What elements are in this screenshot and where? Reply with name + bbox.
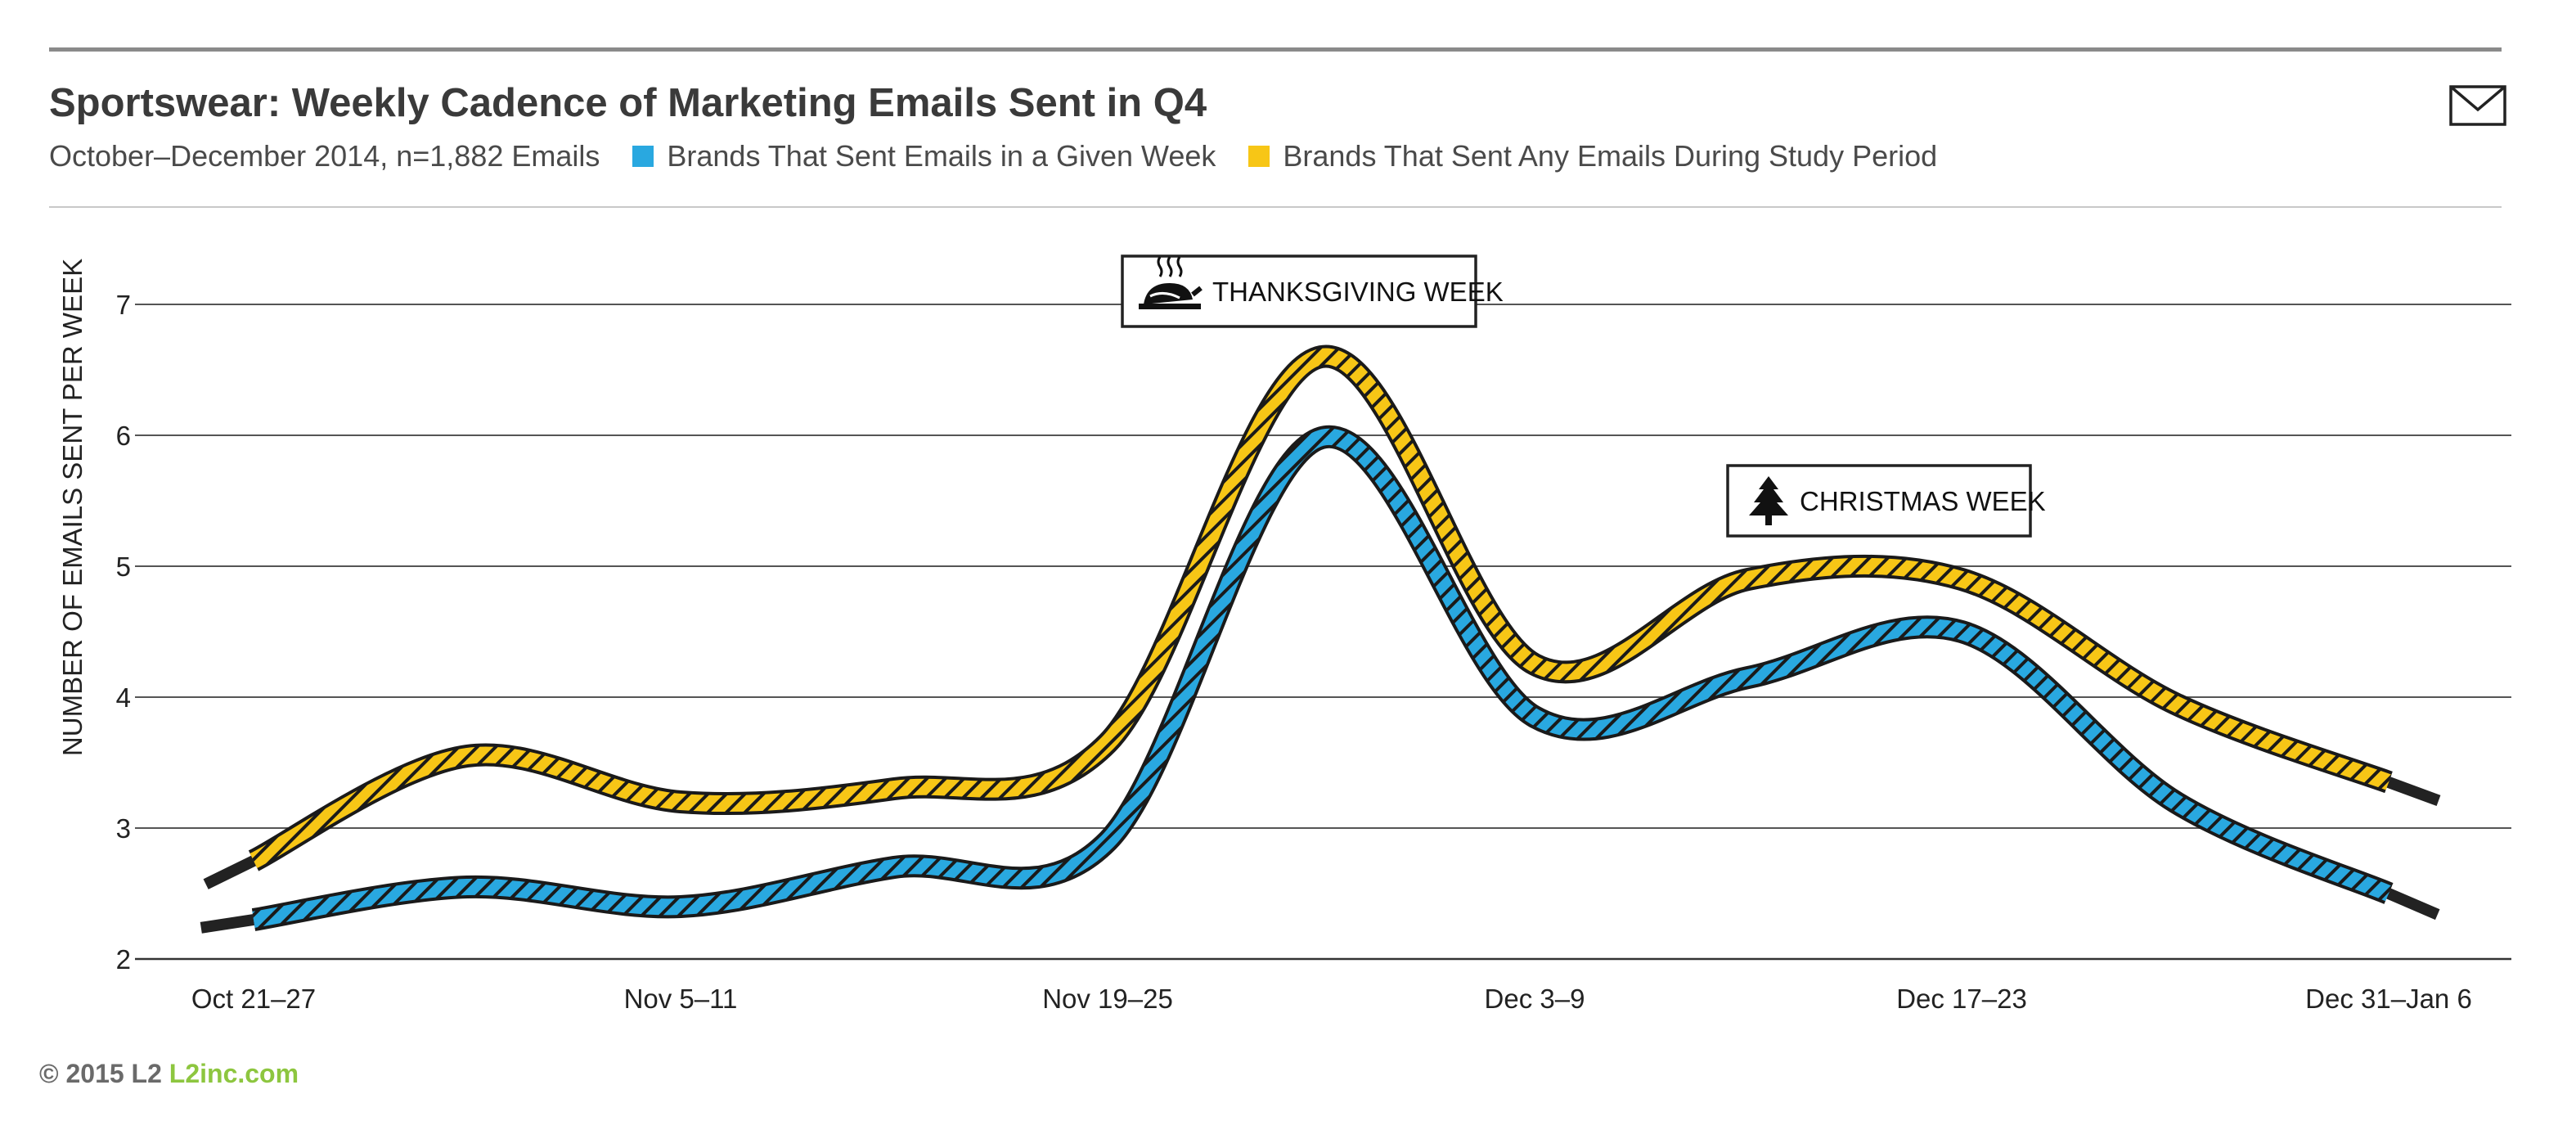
legend-label-blue: Brands That Sent Emails in a Given Week [667,139,1216,173]
legend-swatch-yellow [1248,146,1270,167]
series-blue [200,425,2440,934]
footer-copyright: © 2015 L2 [39,1059,162,1088]
x-tick-label: Nov 19–25 [1042,984,1173,1014]
header-divider [49,206,2502,208]
series-yellow [203,344,2441,889]
series-outline-blue [251,425,2394,931]
annotation-label-thanksgiving: THANKSGIVING WEEK [1212,277,1504,307]
series-line-yellow [250,348,2392,868]
series-end-cap-yellow [2386,777,2441,807]
y-tick-label: 6 [116,421,131,451]
series-line-blue [252,428,2392,928]
y-tick-label: 2 [116,944,131,975]
y-tick-label: 5 [116,551,131,582]
legend-label-yellow: Brands That Sent Any Emails During Study… [1283,139,1938,173]
chart-subtitle: October–December 2014, n=1,882 Emails [49,139,600,173]
x-tick-label: Dec 3–9 [1485,984,1585,1014]
footer: © 2015 L2 L2inc.com [39,1059,299,1089]
annotation-label-christmas: CHRISTMAS WEEK [1800,486,2046,516]
envelope-icon[interactable] [2449,85,2506,126]
footer-link[interactable]: L2inc.com [169,1059,299,1088]
subtitle-row: October–December 2014, n=1,882 Emails Br… [49,139,1937,173]
y-tick-label: 7 [116,290,131,320]
y-axis-label: NUMBER OF EMAILS SENT PER WEEK [57,259,88,756]
top-rule [49,47,2502,52]
x-tick-label: Oct 21–27 [191,984,316,1014]
series-end-cap-yellow [203,855,257,889]
annotation-christmas: CHRISTMAS WEEK [1726,464,2046,538]
chart-title: Sportswear: Weekly Cadence of Marketing … [49,81,1207,125]
series-end-cap-blue [2386,888,2440,921]
christmas-tree-icon [1749,476,1788,525]
y-tick-label: 4 [116,682,131,713]
annotation-thanksgiving: THANKSGIVING WEEK [1121,254,1504,328]
x-tick-label: Nov 5–11 [624,984,738,1014]
series-end-cap-blue [200,914,255,934]
legend-swatch-blue [632,146,654,167]
x-tick-label: Dec 17–23 [1896,984,2027,1014]
y-tick-label: 3 [116,813,131,844]
x-tick-label: Dec 31–Jan 6 [2305,984,2472,1014]
turkey-icon [1139,256,1203,309]
